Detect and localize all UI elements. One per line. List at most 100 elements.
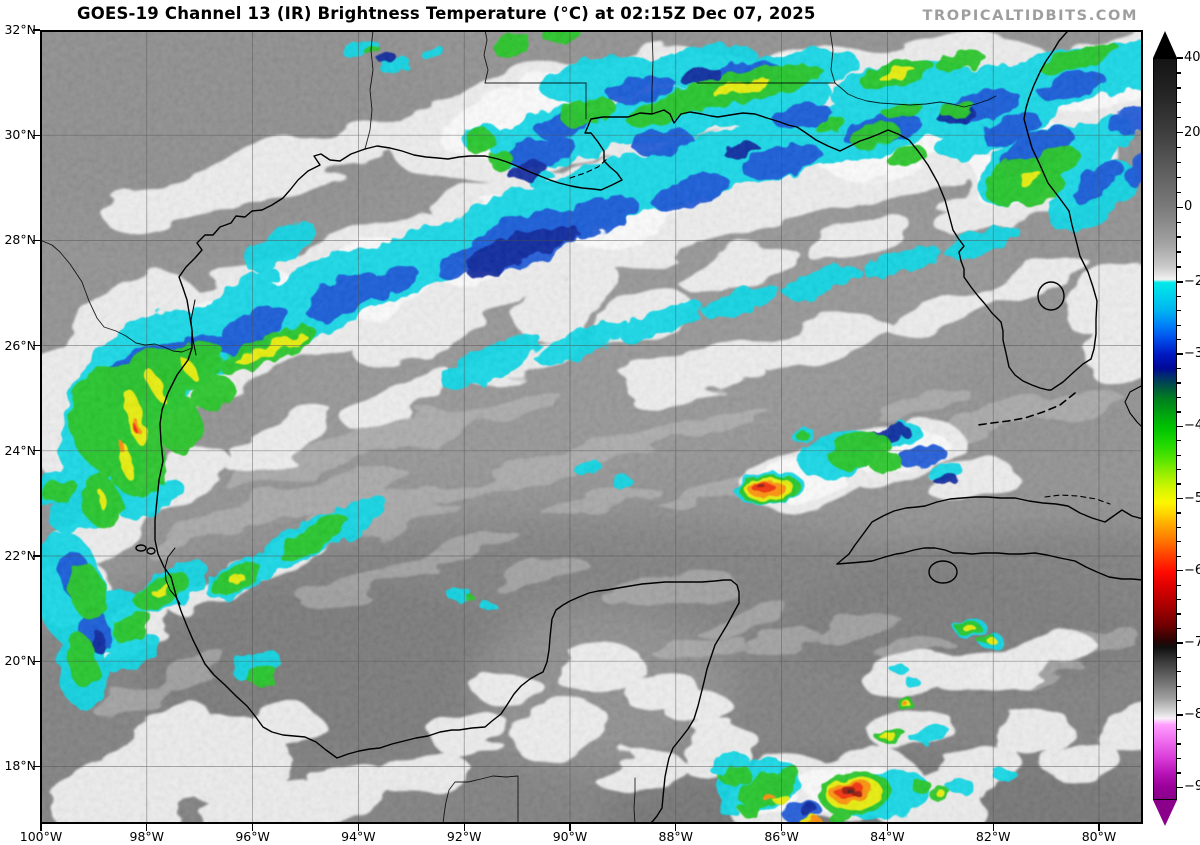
lon-tick-label: 84°W [870,829,905,844]
colorbar-major-tick [1177,425,1183,427]
colorbar-minor-tick [1177,584,1181,586]
colorbar-minor-tick [1177,728,1181,731]
map-title: GOES-19 Channel 13 (IR) Brightness Tempe… [77,4,816,23]
colorbar-minor-tick [1177,117,1181,119]
colorbar-minor-tick [1177,613,1181,615]
lon-tick [780,824,783,831]
colorbar-major-tick [1177,570,1183,572]
colorbar-minor-tick [1177,266,1181,268]
colorbar-minor-tick [1177,700,1181,702]
colorbar-minor-tick [1177,396,1181,399]
lat-tick [33,450,40,452]
colorbar-minor-tick [1177,191,1181,193]
colorbar-minor-tick [1177,295,1181,298]
colorbar-minor-tick [1177,310,1181,312]
colorbar-major-tick [1177,206,1183,208]
lon-tick [992,824,994,831]
colorbar-minor-tick [1177,146,1181,149]
lat-tick-label: 30°N [4,127,36,143]
colorbar-tick-label: −20 [1184,273,1200,289]
lon-tick-label: 86°W [764,829,799,844]
colorbar-minor-tick [1177,72,1181,74]
colorbar-minor-tick [1177,236,1181,238]
lon-tick [886,824,889,831]
colorbar-minor-tick [1177,324,1181,326]
colorbar-minor-tick [1177,598,1181,601]
colorbar-tick-label: 20 [1184,124,1200,140]
colorbar-tick-label: −50 [1184,490,1200,506]
lon-tick [146,824,148,831]
colorbar-minor-tick [1177,251,1181,253]
colorbar-minor-tick [1177,627,1181,630]
colorbar-tick-label: −30 [1184,346,1200,362]
lat-tick [33,660,40,662]
colorbar-minor-tick [1177,339,1181,341]
colorbar-tick-label: −90 [1184,779,1200,795]
lat-tick [33,765,40,768]
lat-tick-label: 26°N [4,337,36,353]
colorbar-minor-tick [1177,367,1181,370]
lon-tick [1098,824,1100,831]
lon-tick-label: 90°W [552,829,588,844]
lon-tick [357,824,360,831]
colorbar-minor-tick [1177,411,1181,413]
lat-tick [33,239,40,242]
colorbar-major-tick [1177,497,1183,500]
colorbar-tick-label: −80 [1184,707,1200,723]
lat-tick-label: 24°N [4,442,36,458]
colorbar-minor-tick [1177,221,1181,223]
colorbar-minor-tick [1177,671,1181,673]
lon-tick [251,824,254,831]
colorbar-major-tick [1177,57,1183,59]
colorbar-minor-tick [1177,526,1181,529]
lon-tick-label: 100°W [19,829,63,844]
lon-tick-label: 82°W [975,829,1011,844]
lat-tick-label: 28°N [4,232,36,248]
colorbar-major-tick [1177,131,1183,134]
ir-grain-texture [40,30,1143,824]
colorbar-major-tick [1177,786,1183,788]
colorbar-minor-tick [1177,87,1181,89]
colorbar-minor-tick [1177,743,1181,745]
lon-tick-label: 96°W [235,829,270,844]
colorbar-major-tick [1177,353,1183,355]
colorbar-arrow-down [1153,800,1177,826]
colorbar-minor-tick [1177,161,1181,164]
watermark-tropicaltidbits: TROPICALTIDBITS.COM [922,8,1138,24]
colorbar-tick-label: −60 [1184,562,1200,578]
colorbar-major-tick [1177,642,1183,644]
lat-tick [33,134,40,136]
lat-tick [33,344,40,347]
lon-tick [40,824,42,831]
colorbar-minor-tick [1177,757,1181,760]
lon-tick-label: 80°W [1081,829,1117,844]
colorbar-minor-tick [1177,483,1181,485]
colorbar-minor-tick [1177,102,1181,104]
colorbar-minor-tick [1177,440,1181,442]
colorbar-minor-tick [1177,656,1181,658]
lon-tick-label: 94°W [341,829,376,844]
lat-tick-label: 22°N [4,548,36,563]
lat-tick-label: 32°N [4,22,36,37]
colorbar-tick-label: 40 [1184,50,1200,65]
colorbar-tick-label: 0 [1184,199,1193,215]
lon-tick-label: 88°W [658,829,694,844]
colorbar-tick-label: −40 [1184,418,1200,434]
lon-tick-label: 98°W [129,829,165,844]
colorbar-minor-tick [1177,454,1181,456]
lon-tick [463,824,465,831]
colorbar-minor-tick [1177,685,1181,687]
colorbar-minor-tick [1177,772,1181,774]
colorbar-minor-tick [1177,382,1181,384]
colorbar-minor-tick [1177,541,1181,543]
map-border [40,30,1143,824]
colorbar-minor-tick [1177,512,1181,514]
coastlines [39,29,1144,825]
colorbar-minor-tick [1177,555,1181,557]
lat-tick-label: 18°N [4,758,36,774]
lon-tick [675,824,677,831]
colorbar-major-tick [1177,281,1183,283]
